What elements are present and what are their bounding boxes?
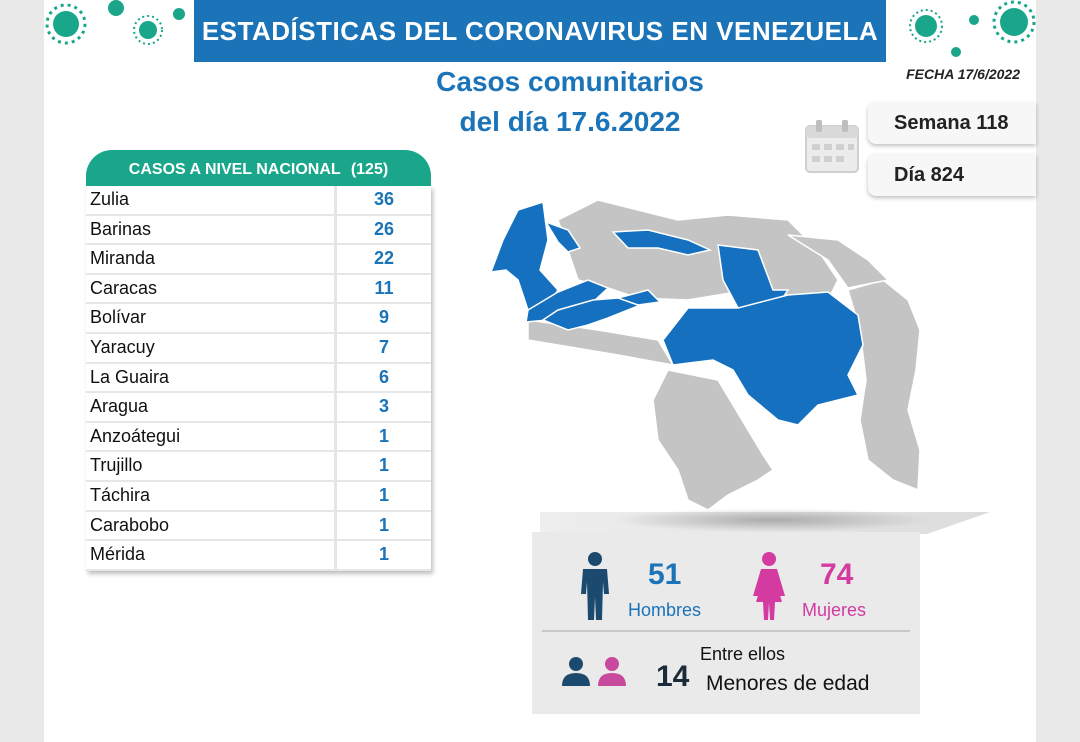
stats-divider bbox=[542, 630, 910, 632]
state-name: Bolívar bbox=[86, 304, 337, 332]
table-row: Barinas 26 bbox=[86, 215, 431, 246]
map-region-gray-southwest-plains bbox=[527, 319, 675, 367]
minors-icon bbox=[562, 657, 626, 686]
banner-title: ESTADÍSTICAS DEL CORONAVIRUS EN VENEZUEL… bbox=[194, 0, 886, 62]
table-row: Carabobo 1 bbox=[86, 511, 431, 542]
table-row: Zulia 36 bbox=[86, 186, 431, 216]
table-row: Miranda 22 bbox=[86, 245, 431, 275]
map-region-gray-south-west bbox=[652, 369, 775, 511]
map-region-blue-zulia bbox=[489, 201, 559, 311]
state-name: Yaracuy bbox=[86, 333, 337, 362]
table-row: Caracas 11 bbox=[86, 274, 431, 305]
state-name: Mérida bbox=[86, 541, 337, 569]
map-region-blue-barinas bbox=[541, 297, 651, 331]
table-header-total: (125) bbox=[350, 161, 389, 178]
state-name: Táchira bbox=[86, 481, 337, 510]
table-header: CASOS A NIVEL NACIONAL (125) bbox=[86, 150, 431, 186]
table-row: Bolívar 9 bbox=[86, 304, 431, 334]
state-cases: 26 bbox=[373, 218, 395, 239]
report-date: FECHA 17/6/2022 bbox=[906, 66, 1020, 82]
table-row: Yaracuy 7 bbox=[86, 333, 431, 364]
map-region-blue-central bbox=[611, 229, 713, 256]
table-body: Zulia 36 Barinas 26 Miranda 22 Caracas 11 Bolíva… bbox=[86, 186, 431, 571]
minors-intro: Entre ellos bbox=[700, 644, 786, 664]
state-name: Trujillo bbox=[86, 452, 337, 480]
state-name: La Guaira bbox=[86, 363, 337, 392]
state-cases: 1 bbox=[378, 544, 389, 565]
subtitle-line-1: Casos comunitarios bbox=[436, 66, 704, 97]
men-count: 51 bbox=[648, 558, 682, 591]
state-cases: 3 bbox=[378, 396, 389, 417]
table-row: La Guaira 6 bbox=[86, 363, 431, 394]
week-badge: Semana 118 bbox=[868, 102, 1036, 144]
calendar-icon bbox=[805, 120, 859, 173]
report-subtitle: Casos comunitarios del día 17.6.2022 bbox=[380, 62, 760, 142]
table-row: Anzoátegui 1 bbox=[86, 422, 431, 453]
women-count: 74 bbox=[820, 558, 854, 591]
state-cases: 1 bbox=[378, 425, 389, 446]
state-cases: 1 bbox=[378, 455, 389, 476]
state-cases: 7 bbox=[378, 336, 389, 357]
table-row: Táchira 1 bbox=[86, 481, 431, 512]
venezuela-map bbox=[489, 199, 921, 511]
women-label: Mujeres bbox=[802, 600, 867, 620]
state-name: Carabobo bbox=[86, 511, 337, 540]
map-region-gray-east bbox=[847, 279, 921, 492]
gender-stats-panel: 51 Hombres 74 Mujeres Entre ellos 14 Men… bbox=[532, 532, 920, 714]
state-name: Miranda bbox=[86, 245, 337, 273]
state-name: Barinas bbox=[86, 215, 337, 244]
state-cases: 6 bbox=[378, 366, 389, 387]
day-badge: Día 824 bbox=[868, 154, 1036, 196]
table-row: Mérida 1 bbox=[86, 541, 431, 571]
table-row: Aragua 3 bbox=[86, 393, 431, 423]
header-banner: ESTADÍSTICAS DEL CORONAVIRUS EN VENEZUEL… bbox=[44, 0, 1036, 62]
state-cases: 36 bbox=[373, 189, 395, 209]
state-name: Aragua bbox=[86, 393, 337, 421]
state-cases: 1 bbox=[378, 514, 389, 535]
state-cases: 22 bbox=[373, 248, 395, 269]
men-label: Hombres bbox=[628, 600, 702, 620]
minors-label: Menores de edad bbox=[706, 672, 870, 695]
map-region-gray-northeast bbox=[787, 234, 890, 289]
national-cases-table: CASOS A NIVEL NACIONAL (125) Zulia 36 Bari… bbox=[86, 150, 431, 571]
state-cases: 11 bbox=[374, 277, 394, 298]
map-region-blue-bolivar bbox=[662, 291, 864, 426]
table-header-label: CASOS A NIVEL NACIONAL bbox=[128, 161, 341, 178]
table-row: Trujillo 1 bbox=[86, 452, 431, 482]
state-cases: 1 bbox=[378, 484, 389, 505]
banner-decoration-right bbox=[886, 0, 1036, 62]
state-cases: 9 bbox=[378, 307, 389, 328]
man-icon bbox=[581, 552, 609, 620]
state-name: Anzoátegui bbox=[86, 422, 337, 451]
map-region-blue-tachira bbox=[615, 289, 662, 306]
state-name: Zulia bbox=[86, 186, 337, 214]
subtitle-line-2: del día 17.6.2022 bbox=[459, 106, 681, 137]
state-name: Caracas bbox=[86, 274, 337, 303]
woman-icon bbox=[753, 552, 785, 620]
map-region-blue-yaracuy bbox=[544, 220, 582, 253]
map-shadow bbox=[612, 508, 932, 532]
minors-count: 14 bbox=[656, 660, 690, 693]
banner-decoration-left bbox=[44, 0, 194, 62]
stats-panel-top bbox=[540, 512, 990, 534]
